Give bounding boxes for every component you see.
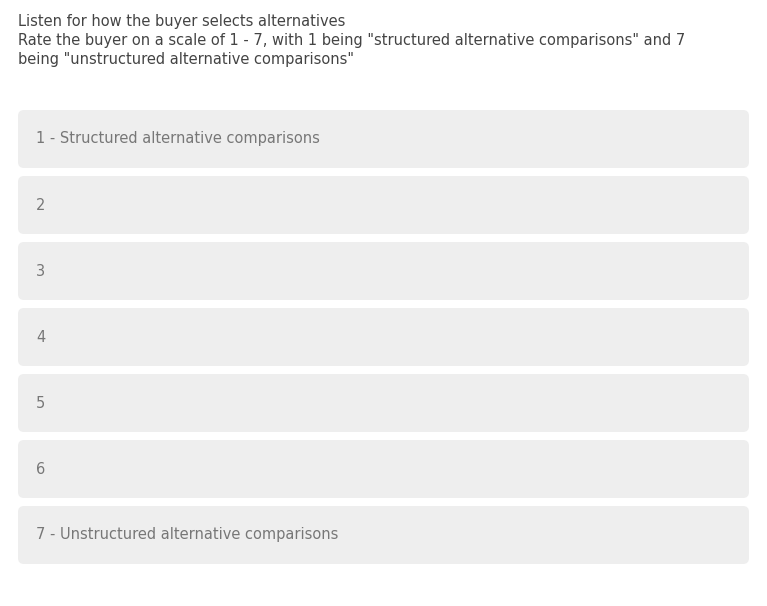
FancyBboxPatch shape	[18, 110, 749, 168]
FancyBboxPatch shape	[18, 440, 749, 498]
Text: 2: 2	[36, 198, 45, 213]
Text: 1 - Structured alternative comparisons: 1 - Structured alternative comparisons	[36, 132, 320, 147]
Text: Rate the buyer on a scale of 1 - 7, with 1 being "structured alternative compari: Rate the buyer on a scale of 1 - 7, with…	[18, 33, 685, 48]
FancyBboxPatch shape	[18, 242, 749, 300]
Text: Listen for how the buyer selects alternatives: Listen for how the buyer selects alterna…	[18, 14, 345, 29]
Text: 3: 3	[36, 264, 45, 279]
FancyBboxPatch shape	[18, 506, 749, 564]
Text: 4: 4	[36, 330, 45, 344]
FancyBboxPatch shape	[18, 308, 749, 366]
Text: 7 - Unstructured alternative comparisons: 7 - Unstructured alternative comparisons	[36, 527, 338, 542]
FancyBboxPatch shape	[18, 176, 749, 234]
FancyBboxPatch shape	[18, 374, 749, 432]
Text: 6: 6	[36, 462, 45, 476]
Text: 5: 5	[36, 396, 45, 410]
Text: being "unstructured alternative comparisons": being "unstructured alternative comparis…	[18, 52, 354, 67]
